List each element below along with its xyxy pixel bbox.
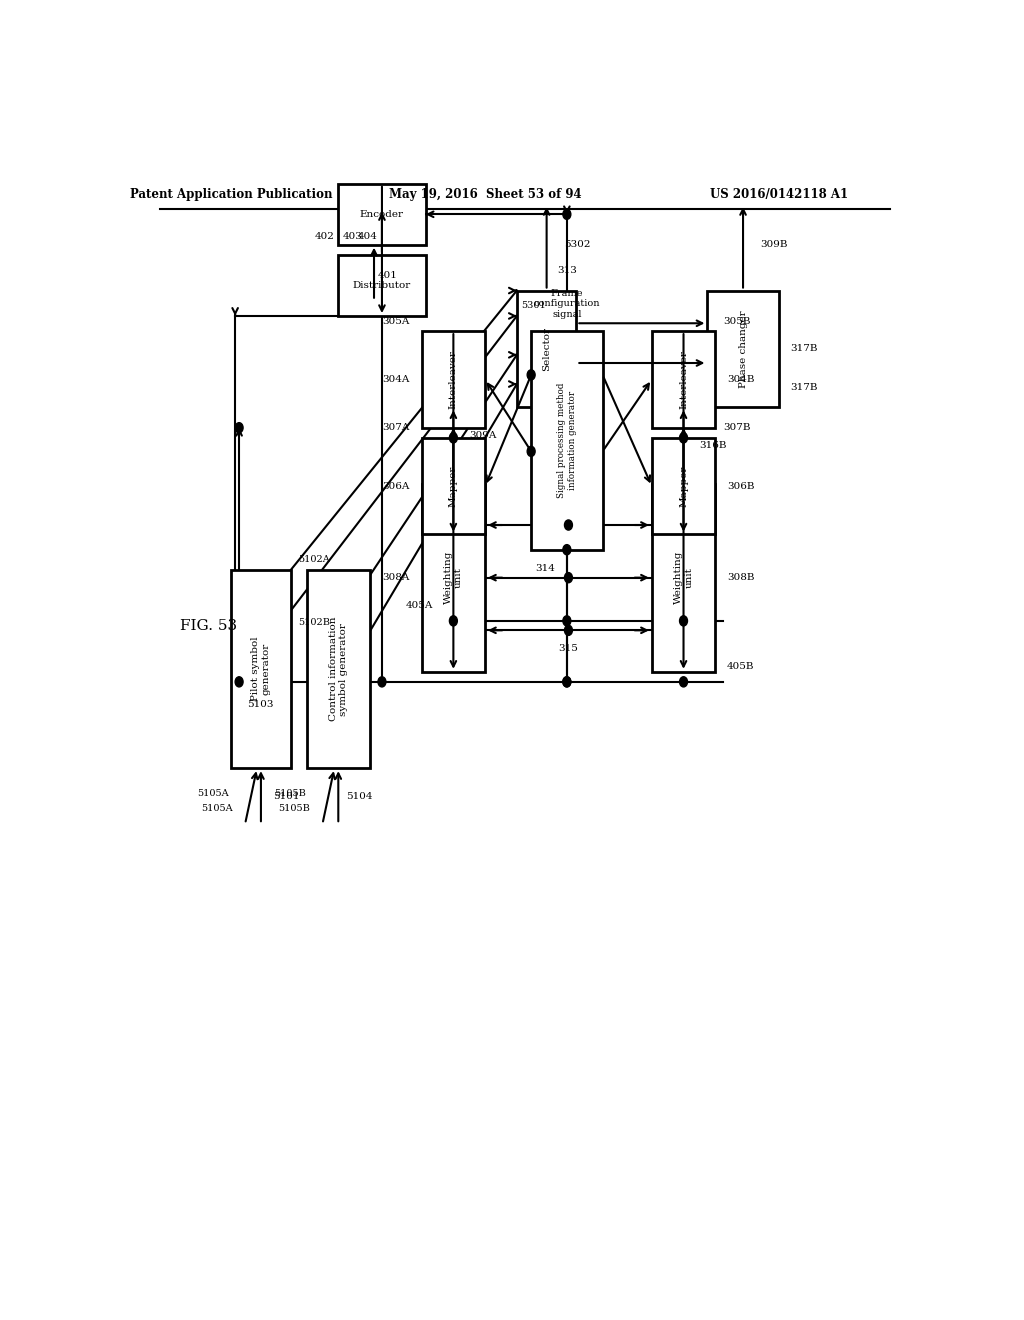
Text: FIG. 53: FIG. 53 <box>179 619 237 634</box>
Circle shape <box>564 573 572 582</box>
Text: Distributor: Distributor <box>353 281 411 290</box>
Circle shape <box>564 626 572 635</box>
Text: 401: 401 <box>378 271 398 280</box>
Text: 317B: 317B <box>791 383 818 392</box>
Circle shape <box>450 615 458 626</box>
Circle shape <box>450 433 458 444</box>
Text: 314: 314 <box>536 564 555 573</box>
Text: 308B: 308B <box>727 573 755 582</box>
Circle shape <box>236 677 243 686</box>
Text: Control information
symbol generator: Control information symbol generator <box>329 616 348 722</box>
Circle shape <box>680 677 687 686</box>
Text: 316B: 316B <box>699 441 727 450</box>
Text: 5102B: 5102B <box>299 618 331 627</box>
Text: 404: 404 <box>358 232 378 242</box>
Bar <box>652 438 715 535</box>
Text: 304A: 304A <box>382 375 410 384</box>
Text: 307A: 307A <box>382 424 410 432</box>
Text: 317B: 317B <box>791 345 818 354</box>
Text: 306B: 306B <box>727 482 755 491</box>
Text: US 2016/0142118 A1: US 2016/0142118 A1 <box>710 189 848 202</box>
Text: 5105A: 5105A <box>198 789 229 799</box>
Text: 5105B: 5105B <box>279 804 310 813</box>
Circle shape <box>378 677 386 686</box>
Text: Interleaver: Interleaver <box>449 350 458 409</box>
Circle shape <box>563 677 570 686</box>
Text: 402: 402 <box>314 232 334 242</box>
Bar <box>422 331 485 428</box>
Text: 5102A: 5102A <box>299 556 331 565</box>
Text: Signal processing method
information generator: Signal processing method information gen… <box>557 383 577 498</box>
Text: 305B: 305B <box>723 317 751 326</box>
Text: 5105A: 5105A <box>202 804 233 813</box>
Circle shape <box>527 370 536 380</box>
Text: Weighting
unit: Weighting unit <box>674 550 693 605</box>
Text: 309A: 309A <box>469 430 497 440</box>
Text: 315: 315 <box>558 644 579 653</box>
Circle shape <box>563 545 570 554</box>
Text: 304B: 304B <box>727 375 755 384</box>
Text: 5103: 5103 <box>247 700 273 709</box>
Bar <box>422 483 485 672</box>
Circle shape <box>680 433 687 444</box>
Text: 5302: 5302 <box>564 240 591 249</box>
Bar <box>306 570 370 768</box>
Text: 5105B: 5105B <box>274 789 306 799</box>
Circle shape <box>236 422 243 433</box>
Circle shape <box>563 677 570 686</box>
Bar <box>338 183 426 244</box>
Text: 306A: 306A <box>382 482 410 491</box>
Text: Patent Application Publication: Patent Application Publication <box>130 189 333 202</box>
Bar <box>708 290 778 408</box>
Circle shape <box>564 520 572 531</box>
Text: Mapper: Mapper <box>449 466 458 507</box>
Text: 5101: 5101 <box>272 792 299 801</box>
Text: Weighting
unit: Weighting unit <box>443 550 463 605</box>
Text: Phase changer: Phase changer <box>738 310 748 388</box>
Circle shape <box>563 615 570 626</box>
Text: 305A: 305A <box>382 317 410 326</box>
Text: 405B: 405B <box>727 663 755 671</box>
Text: May 19, 2016  Sheet 53 of 94: May 19, 2016 Sheet 53 of 94 <box>389 189 582 202</box>
Text: 405A: 405A <box>407 601 433 610</box>
Text: 5104: 5104 <box>346 792 373 801</box>
Text: 313: 313 <box>557 265 577 275</box>
Text: Pilot symbol
generator: Pilot symbol generator <box>251 636 270 701</box>
Bar <box>338 255 426 315</box>
Text: 309B: 309B <box>761 240 788 249</box>
Circle shape <box>680 615 687 626</box>
Text: 307B: 307B <box>723 424 751 432</box>
Bar <box>231 570 291 768</box>
Text: 5301: 5301 <box>521 301 546 310</box>
Bar <box>531 331 602 549</box>
Bar <box>517 290 577 408</box>
Text: Selector: Selector <box>542 327 551 371</box>
Text: 308A: 308A <box>382 573 410 582</box>
Text: Mapper: Mapper <box>679 466 688 507</box>
Text: Frame
configuration
signal: Frame configuration signal <box>534 289 600 318</box>
Circle shape <box>527 446 536 457</box>
Text: Encoder: Encoder <box>360 210 403 219</box>
Bar <box>652 483 715 672</box>
Text: Interleaver: Interleaver <box>679 350 688 409</box>
Bar <box>652 331 715 428</box>
Bar <box>422 438 485 535</box>
Circle shape <box>563 209 570 219</box>
Text: 403: 403 <box>342 232 362 242</box>
